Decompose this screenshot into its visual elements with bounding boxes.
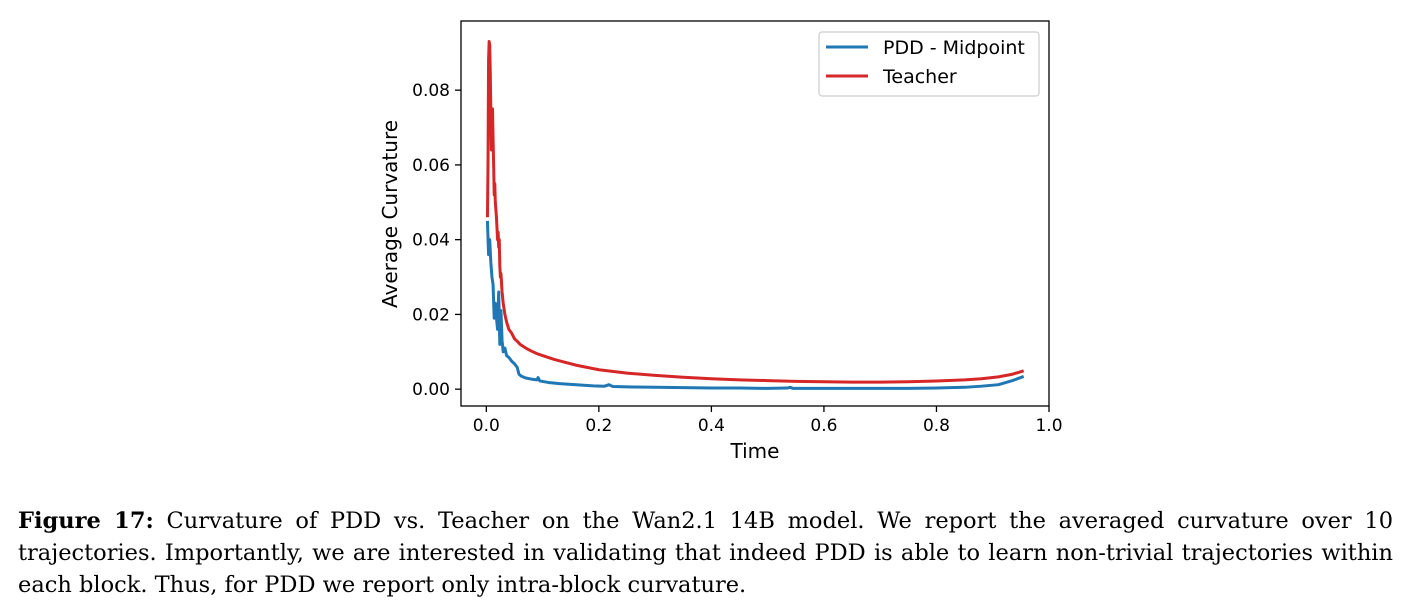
legend-box bbox=[818, 31, 1040, 97]
x-axis-label: Time bbox=[730, 439, 780, 463]
x-tick-label: 0.8 bbox=[923, 416, 950, 436]
series-line-pdd-midpoint bbox=[485, 220, 1025, 390]
x-tick-label: 0.0 bbox=[473, 416, 500, 436]
figure-caption: Figure 17: Curvature of PDD vs. Teacher … bbox=[18, 505, 1393, 601]
curvature-line-chart: 0.0 0.2 0.4 0.6 0.8 1.0 0.000.020.040.060.08 … bbox=[378, 20, 1063, 463]
legend: PDD - Midpoint Teacher bbox=[818, 31, 1040, 97]
y-tick-label: 0.06 bbox=[412, 156, 450, 176]
plot-frame bbox=[460, 20, 1050, 407]
y-tick-label: 0.04 bbox=[412, 231, 450, 251]
series-layer bbox=[485, 40, 1025, 390]
x-tick-label: 0.6 bbox=[810, 416, 837, 436]
y-tick-label: 0.02 bbox=[412, 305, 450, 325]
figure-caption-text: Curvature of PDD vs. Teacher on the Wan2… bbox=[18, 508, 1394, 598]
y-axis: 0.00 0.02 0.04 0.06 0.08 bbox=[412, 81, 461, 400]
y-tick-label: 0.00 bbox=[412, 380, 450, 400]
figure: 0.0 0.2 0.4 0.6 0.8 1.0 0.00 0.02 0.04 0.06 0.08 … bbox=[378, 20, 1063, 463]
x-tick-label: 0.2 bbox=[585, 416, 612, 436]
figure-caption-label: Figure 17: bbox=[18, 508, 154, 534]
series-line-teacher bbox=[485, 40, 1025, 384]
legend-label-pdd: PDD - Midpoint bbox=[883, 37, 1025, 59]
x-tick-label: 0.4 bbox=[698, 416, 725, 436]
legend-label-teacher: Teacher bbox=[882, 66, 957, 88]
y-axis-label: Average Curvature bbox=[378, 120, 402, 308]
x-axis: 0.0 0.2 0.4 0.6 0.8 1.0 bbox=[473, 406, 1063, 436]
x-tick-label: 1.0 bbox=[1035, 416, 1062, 436]
y-tick-label: 0.08 bbox=[412, 81, 450, 101]
